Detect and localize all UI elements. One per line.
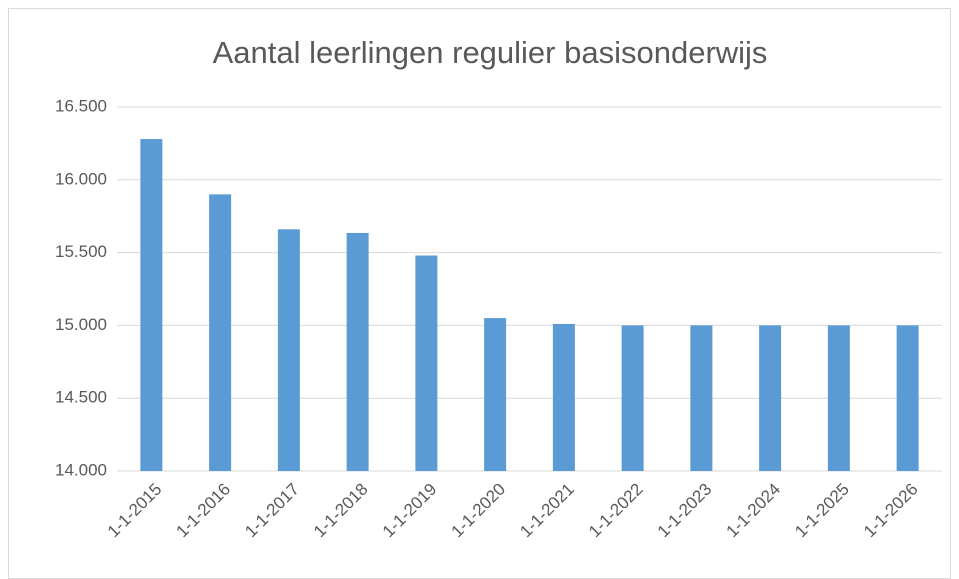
bar	[621, 325, 644, 471]
chart-title: Aantal leerlingen regulier basisonderwij…	[213, 35, 768, 70]
bar	[415, 255, 438, 471]
bar	[346, 232, 369, 471]
bar	[140, 139, 163, 472]
bar	[896, 325, 919, 471]
bar	[552, 323, 575, 471]
y-tick-label: 16.500	[55, 96, 107, 115]
y-tick-label: 14.000	[55, 460, 107, 479]
bar	[690, 325, 713, 471]
y-tick-label: 14.500	[55, 388, 107, 407]
chart-border	[8, 8, 951, 579]
bar	[759, 325, 782, 471]
y-tick-label: 15.500	[55, 242, 107, 261]
bar	[484, 318, 507, 471]
bar	[209, 194, 232, 472]
y-tick-label: 16.000	[55, 169, 107, 188]
bar	[277, 229, 300, 471]
bar	[827, 325, 850, 471]
y-tick-label: 15.000	[55, 315, 107, 334]
